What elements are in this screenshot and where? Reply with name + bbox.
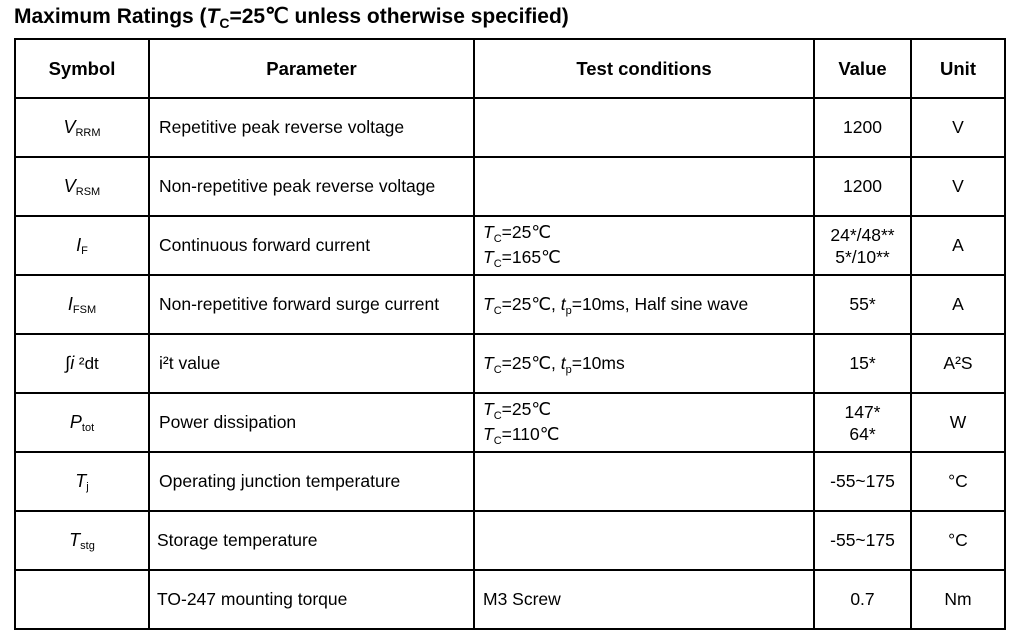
symbol-cell: VRSM bbox=[14, 156, 150, 217]
title-var-sub: C bbox=[219, 15, 230, 31]
unit-cell: °C bbox=[910, 510, 1006, 571]
symbol-cell bbox=[14, 569, 150, 630]
header-value: Value bbox=[813, 38, 912, 99]
conditions-cell bbox=[473, 510, 815, 571]
unit-cell: W bbox=[910, 392, 1006, 453]
symbol-cell: IFSM bbox=[14, 274, 150, 335]
symbol-cell: IF bbox=[14, 215, 150, 276]
unit-cell: A bbox=[910, 274, 1006, 335]
table-row: Tstg Storage temperature -55~175 °C bbox=[14, 510, 1006, 571]
unit-cell: A²S bbox=[910, 333, 1006, 394]
header-symbol: Symbol bbox=[14, 38, 150, 99]
unit-cell: V bbox=[910, 156, 1006, 217]
parameter-cell: Continuous forward current bbox=[148, 215, 475, 276]
conditions-cell bbox=[473, 451, 815, 512]
symbol-cell: Tstg bbox=[14, 510, 150, 571]
table-row: VRSM Non-repetitive peak reverse voltage… bbox=[14, 156, 1006, 217]
symbol-cell: VRRM bbox=[14, 97, 150, 158]
conditions-cell bbox=[473, 97, 815, 158]
value-cell: 0.7 bbox=[813, 569, 912, 630]
parameter-cell: i²t value bbox=[148, 333, 475, 394]
parameter-cell: Power dissipation bbox=[148, 392, 475, 453]
symbol-cell: Ptot bbox=[14, 392, 150, 453]
symbol-cell: Tj bbox=[14, 451, 150, 512]
parameter-cell: Operating junction temperature bbox=[148, 451, 475, 512]
conditions-cell: TC=25℃, tp=10ms, Half sine wave bbox=[473, 274, 815, 335]
value-line: 64* bbox=[849, 423, 876, 444]
table-row: ∫i ²dt i²t value TC=25℃, tp=10ms 15* A²S bbox=[14, 333, 1006, 394]
value-cell: -55~175 bbox=[813, 510, 912, 571]
condition-line: TC=110℃ bbox=[483, 423, 560, 447]
value-line: 5*/10** bbox=[835, 246, 890, 267]
title-var: T bbox=[206, 5, 220, 28]
symbol-cell: ∫i ²dt bbox=[14, 333, 150, 394]
conditions-cell: M3 Screw bbox=[473, 569, 815, 630]
conditions-cell: TC=25℃, tp=10ms bbox=[473, 333, 815, 394]
table-row: Ptot Power dissipation TC=25℃ TC=110℃ 14… bbox=[14, 392, 1006, 453]
header-unit: Unit bbox=[910, 38, 1006, 99]
conditions-cell: TC=25℃ TC=165℃ bbox=[473, 215, 815, 276]
conditions-cell: TC=25℃ TC=110℃ bbox=[473, 392, 815, 453]
ratings-table: Symbol Parameter Test conditions Value U… bbox=[14, 38, 1006, 630]
value-cell: -55~175 bbox=[813, 451, 912, 512]
unit-cell: °C bbox=[910, 451, 1006, 512]
parameter-cell: Storage temperature bbox=[148, 510, 475, 571]
header-conditions: Test conditions bbox=[473, 38, 815, 99]
unit-cell: Nm bbox=[910, 569, 1006, 630]
condition-line: TC=165℃ bbox=[483, 246, 561, 270]
unit-cell: A bbox=[910, 215, 1006, 276]
value-line: 147* bbox=[844, 401, 881, 422]
table-row: IFSM Non-repetitive forward surge curren… bbox=[14, 274, 1006, 335]
value-cell: 1200 bbox=[813, 97, 912, 158]
unit-cell: V bbox=[910, 97, 1006, 158]
value-cell: 24*/48** 5*/10** bbox=[813, 215, 912, 276]
header-parameter: Parameter bbox=[148, 38, 475, 99]
conditions-cell bbox=[473, 156, 815, 217]
condition-line: TC=25℃ bbox=[483, 398, 551, 422]
value-cell: 15* bbox=[813, 333, 912, 394]
value-cell: 147* 64* bbox=[813, 392, 912, 453]
table-row: IF Continuous forward current TC=25℃ TC=… bbox=[14, 215, 1006, 276]
parameter-cell: Non-repetitive forward surge current bbox=[148, 274, 475, 335]
condition-line: TC=25℃ bbox=[483, 221, 551, 245]
table-row: TO-247 mounting torque M3 Screw 0.7 Nm bbox=[14, 569, 1006, 630]
value-line: 24*/48** bbox=[830, 224, 895, 245]
table-row: Tj Operating junction temperature -55~17… bbox=[14, 451, 1006, 512]
parameter-cell: Repetitive peak reverse voltage bbox=[148, 97, 475, 158]
table-row: VRRM Repetitive peak reverse voltage 120… bbox=[14, 97, 1006, 158]
page-title: Maximum Ratings (TC=25℃ unless otherwise… bbox=[14, 4, 569, 31]
parameter-cell: Non-repetitive peak reverse voltage bbox=[148, 156, 475, 217]
value-cell: 1200 bbox=[813, 156, 912, 217]
header-row: Symbol Parameter Test conditions Value U… bbox=[14, 38, 1006, 99]
title-suffix: =25℃ unless otherwise specified) bbox=[229, 5, 569, 28]
value-cell: 55* bbox=[813, 274, 912, 335]
parameter-cell: TO-247 mounting torque bbox=[148, 569, 475, 630]
integral-symbol: ∫ bbox=[65, 353, 71, 373]
title-prefix: Maximum Ratings ( bbox=[14, 5, 207, 28]
